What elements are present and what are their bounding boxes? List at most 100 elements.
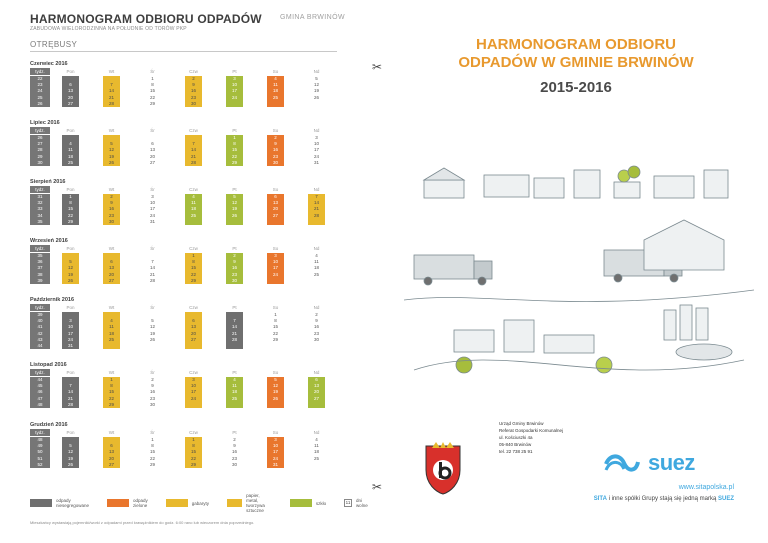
day-column: 5 12 19 26 [308,76,325,107]
day-cell: 17 [272,265,278,271]
day-name: Wt [108,246,115,251]
day-cell: 30 [313,336,319,342]
week-number: 39 [37,277,43,283]
day-name: Śr [150,187,155,192]
day-cell: 2 [274,135,277,140]
week-number: 31 [37,194,43,199]
day-name: Czw [189,430,198,435]
day-cell: 26 [272,395,278,401]
day-column: 2 9 16 23 30 [103,194,120,225]
legend-label: odpady niesegregowane [56,498,90,508]
day-cell: 8 [192,259,195,265]
day-cell: 16 [313,324,319,330]
website-link[interactable]: www.sitapolska.pl [678,484,734,491]
day-cell: 3 [192,377,195,382]
day-cell: 10 [149,200,155,206]
day-cell: 6 [315,377,318,382]
week-number: 39 [37,312,43,317]
day-cell: 15 [149,449,155,455]
week-number: 34 [37,212,43,218]
day-cell: 14 [190,147,196,153]
day-cell: 23 [231,271,237,277]
week-numbers: 26 27 28 29 30 [30,135,50,166]
day-cell: 10 [190,383,196,389]
day-cell: 27 [108,277,114,283]
day-cell: 10 [272,259,278,265]
day-cell: 30 [231,461,237,467]
day-name: Pon [66,246,75,251]
suez-logo-icon [604,454,640,472]
day-cell: 17 [231,88,237,94]
month-block: Wrzesień 2016 tydz. Pon Wt Śr Czw Pt So Nd 35 36 37… [30,238,337,284]
day-cell: 22 [190,271,196,277]
day-column: 3 10 17 24 31 [62,312,79,350]
day-column: 4 11 18 25 [62,135,79,166]
week-number: 49 [37,443,43,449]
day-column: 5 12 19 26 [62,437,79,468]
day-cell [185,402,202,408]
week-number: 40 [37,318,43,324]
day-column: 2 9 16 23 30 [267,135,284,166]
day-cell: 23 [149,395,155,401]
day-cell: 14 [231,324,237,330]
week-header: tydz. [30,245,50,252]
day-cell [226,219,243,225]
day-cell: 5 [110,141,113,147]
legend-swatch [289,499,312,507]
day-cell: 5 [274,377,277,382]
day-cell: 13 [272,200,278,206]
day-column: 2 9 16 23 30 [185,76,202,107]
day-cell: 9 [151,383,154,389]
day-cell: 30 [108,218,114,224]
day-cell: 31 [149,218,155,224]
day-name: Pt [232,187,237,192]
day-cell: 13 [67,88,73,94]
day-cell: 19 [67,271,73,277]
day-cell: 20 [67,94,73,100]
day-name: Czw [189,370,198,375]
day-column: 2 9 16 23 30 [144,377,161,408]
day-cell: 5 [233,194,236,199]
day-name: Wt [108,128,115,133]
day-cell: 4 [69,141,72,147]
day-cell: 20 [149,153,155,159]
legend-item: gabaryty [165,499,209,507]
day-cell: 6 [69,82,72,88]
day-cell [267,101,284,107]
day-name: Nd [313,69,320,74]
month-name: Grudzień 2016 [30,422,68,428]
day-cell: 11 [314,259,319,265]
day-cell: 11 [191,200,196,206]
day-cell: 18 [231,389,237,395]
day-cell: 12 [108,147,114,153]
day-cell: 25 [108,336,114,342]
day-cell: 25 [313,455,319,461]
day-cell [226,101,243,107]
week-number: 29 [37,153,43,159]
day-cell: 8 [274,318,277,324]
day-cell: 16 [272,147,278,153]
day-cell: 11 [314,443,319,449]
day-column: 4 11 18 25 [308,253,325,284]
day-column: 1 8 15 22 29 [185,437,202,468]
day-cell: 1 [192,437,195,442]
day-cell: 26 [67,461,73,467]
day-name: Wt [108,305,115,310]
day-column: 2 9 16 23 30 [308,312,325,349]
month-block: Październik 2016 tydz. Pon Wt Śr Czw Pt So Nd 39 4… [30,297,337,350]
week-number: 35 [37,253,43,258]
day-cell: 22 [149,94,155,100]
day-cell: 1 [274,312,277,317]
day-cell [267,402,284,408]
day-name: So [272,128,279,133]
day-cell: 30 [231,277,237,283]
day-cell: 25 [231,395,237,401]
day-cell: 7 [192,141,195,147]
week-number: 42 [37,330,43,336]
address-line: Urząd Gminy Brwinów [499,421,544,426]
day-cell [308,402,325,408]
day-cell: 29 [231,159,237,165]
week-number: 36 [37,259,43,265]
day-column: 5 12 19 26 [226,194,243,225]
day-cell: 10 [67,324,73,330]
